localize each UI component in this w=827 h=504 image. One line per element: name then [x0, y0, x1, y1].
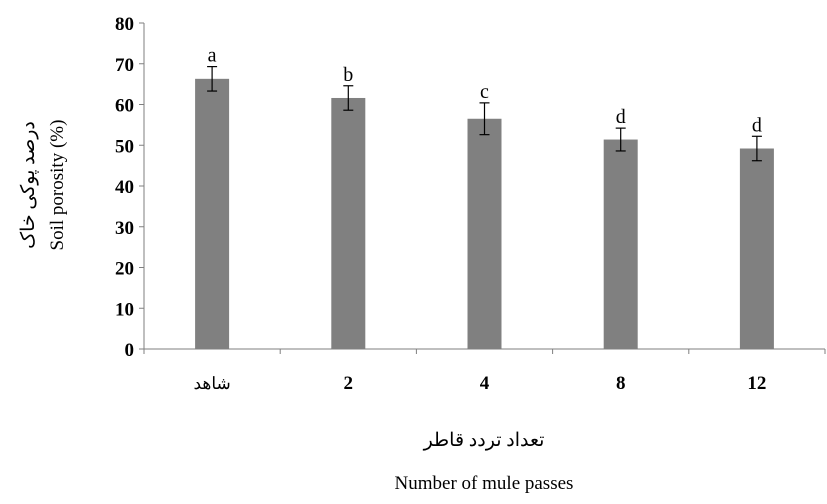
x-tick-label: 8 — [616, 373, 626, 394]
x-axis-title-fa: تعداد تردد قاطر — [423, 430, 545, 451]
error-bars-layer — [207, 66, 762, 162]
x-tick-label: 4 — [480, 373, 490, 394]
y-tick-label: 60 — [115, 96, 134, 117]
significance-letter: d — [752, 114, 762, 136]
y-tick-label: 80 — [115, 14, 134, 35]
x-tick-label: 12 — [747, 373, 766, 394]
axes-layer — [139, 22, 826, 354]
y-axis-title-fa: درصد پوکی خاک — [18, 121, 39, 249]
bars-layer — [195, 78, 774, 349]
y-tick-label: 0 — [125, 340, 135, 361]
y-tick-label: 30 — [115, 218, 134, 239]
significance-letter: d — [616, 106, 626, 128]
bar — [331, 97, 366, 349]
bar — [467, 118, 502, 349]
y-tick-label: 50 — [115, 136, 134, 157]
significance-letter: b — [343, 64, 353, 86]
x-axis-title: Number of mule passes — [395, 473, 574, 494]
x-tick-label: شاهد — [193, 374, 230, 393]
labels-layer: 0 10 20 30 40 50 60 70 80 a شاهد b 2 c 4 d 8 d 12 — [115, 14, 766, 394]
y-tick-label: 70 — [115, 55, 134, 76]
significance-letter: c — [480, 81, 489, 103]
y-tick-label: 20 — [115, 259, 134, 280]
y-tick-label: 10 — [115, 299, 134, 320]
significance-letter: a — [208, 45, 217, 67]
bar — [195, 78, 230, 349]
bar — [603, 139, 638, 349]
x-tick-label: 2 — [344, 373, 354, 394]
bar — [739, 148, 774, 349]
y-tick-label: 40 — [115, 177, 134, 198]
y-axis-title: Soil porosity (%) — [47, 120, 68, 251]
